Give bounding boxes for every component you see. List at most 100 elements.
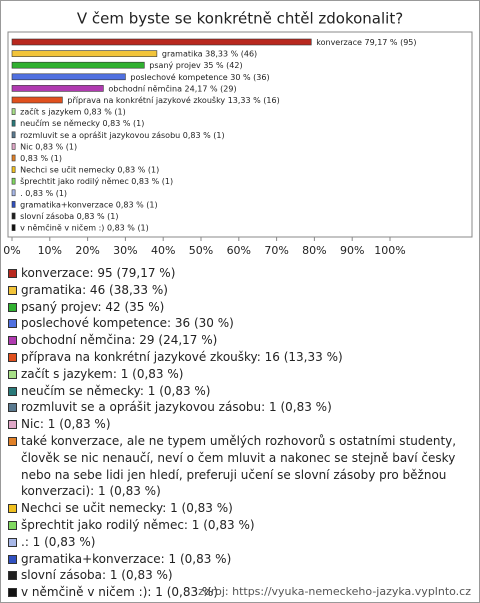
bar [11,38,312,46]
bar [11,73,126,81]
bar-category: v němčině v ničem :) [20,222,104,232]
bar-value-label: 0,83 % (1) [183,130,225,139]
bar-label: rozmluvit se a oprášit jazykovou zásobu … [20,129,225,139]
legend-item: šprechtit jako rodilý němec: 1 (0,83 %) [7,517,469,534]
legend-swatch [8,554,17,564]
bar-category: rozmluvit se a oprášit jazykovou zásobu [20,129,180,139]
legend-item: obchodní němčina: 29 (24,17 %) [7,332,469,349]
legend-label: .: 1 (0,83 %) [21,534,96,549]
legend-label: neučím se německy: 1 (0,83 %) [21,383,211,398]
bar-value-label: 0,83 % (1) [103,119,145,128]
bar-label: konverzace 79,17 % (95) [316,38,416,47]
x-tick-label: 50% [189,244,213,257]
legend-swatch [8,420,17,430]
legend-item: .: 1 (0,83 %) [7,534,469,551]
legend-item: konverzace: 95 (79,17 %) [7,265,469,282]
bar-value-label: 35 % (42) [203,61,242,70]
bar-value-label: 0,83 % (1) [107,223,149,232]
legend-swatch [8,588,17,598]
bar-category: obchodní němčina [108,83,182,93]
plot-frame [7,31,473,238]
legend-swatch [8,520,17,530]
legend-label: poslechové kompetence: 36 (30 %) [21,316,234,331]
legend-item: slovní zásoba: 1 (0,83 %) [7,567,469,584]
bar [11,212,16,220]
x-tick-label: 100% [374,244,405,257]
legend-item: neučím se německy: 1 (0,83 %) [7,383,469,400]
legend-label: gramatika: 46 (38,33 %) [21,282,168,297]
bar-label: neučím se německy 0,83 % (1) [20,118,144,128]
bar [11,131,16,139]
legend-label: konverzace: 95 (79,17 %) [21,266,176,280]
bar [11,189,16,197]
bar-value-label: 0,83 % (1) [25,188,67,197]
legend-label: obchodní němčina: 29 (24,17 %) [21,333,218,348]
legend-item: příprava na konkrétní jazykové zkoušky: … [7,349,469,366]
legend-swatch [8,436,17,446]
bar-category: Nic [20,142,33,151]
chart-title: V čem byste se konkrétně chtěl zdokonali… [77,10,403,28]
legend: konverzace: 95 (79,17 %) gramatika: 46 (3… [7,265,469,601]
bar-value-label: 24,17 % (29) [185,84,237,93]
legend-swatch [8,352,17,362]
bar-category: . [20,188,23,197]
bar [11,108,16,115]
legend-item: v němčině v ničem :): 1 (0,83 %) [7,584,469,601]
bar-label: slovní zásoba 0,83 % (1) [20,212,118,221]
legend-swatch [8,386,17,396]
bar-label: v němčině v ničem :) 0,83 % (1) [20,222,149,232]
legend-item: rozmluvit se a oprášit jazykovou zásobu:… [7,399,469,416]
legend-label: slovní zásoba: 1 (0,83 %) [21,568,173,583]
bar [11,224,16,231]
legend-label: začít s jazykem: 1 (0,83 %) [21,366,184,381]
x-tick-label: 60% [227,244,251,257]
legend-label: rozmluvit se a oprášit jazykovou zásobu:… [21,400,332,415]
legend-label: gramatika+konverzace: 1 (0,83 %) [21,551,232,566]
bar [11,119,16,127]
bar-label: obchodní němčina 24,17 % (29) [108,83,236,93]
legend-swatch [8,285,17,295]
bar-value-label: 0,83 % (1) [20,154,62,163]
bar-category: poslechové kompetence [130,71,227,81]
bar-label: Nechci se učit nemecky 0,83 % (1) [20,164,159,174]
bar [11,177,16,185]
bar-category: gramatika [162,49,203,58]
legend-label: psaný projev: 42 (35 %) [21,299,165,314]
bar-value-label: 0,83 % (1) [35,142,77,151]
x-tick-label: 20% [75,244,99,257]
bar [11,166,16,173]
bar-label: . 0,83 % (1) [20,188,67,197]
bar-value-label: 0,83 % (1) [116,200,158,209]
bar-category: psaný projev [149,61,201,70]
source: zdroj: https://vyuka-nemeckeho-jazyka.vy… [198,585,471,598]
bar-label: Nic 0,83 % (1) [20,142,77,151]
bar-value-label: 0,83 % (1) [131,177,173,186]
legend-label: v němčině v ničem :): 1 (0,83 %) [21,585,218,600]
legend-swatch [8,319,17,329]
bar-category: slovní zásoba [20,212,74,221]
legend-label: Nic: 1 (0,83 %) [21,417,111,432]
bar-value-label: 38,33 % (46) [205,49,257,58]
legend-item: Nic: 1 (0,83 %) [7,416,469,433]
bar-label: šprechtit jako rodilý němec 0,83 % (1) [20,176,173,186]
bar-label: 0,83 % (1) [20,154,62,163]
bar-category: příprava na konkrétní jazykové zkoušky [67,95,225,105]
bar [11,61,145,69]
x-tick-label: 80% [302,244,326,257]
bar-category: Nechci se učit nemecky [20,164,115,174]
bar-value-label: 79,17 % (95) [364,38,416,47]
legend-swatch [8,336,17,346]
bar [11,96,63,104]
bar-category: neučím se německy [20,118,100,128]
legend-swatch [8,537,17,547]
legend-label: také konverzace, ale ne typem umělých ro… [21,433,457,499]
bar [11,143,16,150]
legend-item: Nechci se učit nemecky: 1 (0,83 %) [7,500,469,517]
x-tick-label: 0% [3,244,20,257]
bar-label: psaný projev 35 % (42) [149,61,242,70]
legend-item: poslechové kompetence: 36 (30 %) [7,315,469,332]
legend-item: gramatika: 46 (38,33 %) [7,282,469,299]
legend-swatch [8,302,17,312]
bar-label: gramatika 38,33 % (46) [162,49,257,58]
